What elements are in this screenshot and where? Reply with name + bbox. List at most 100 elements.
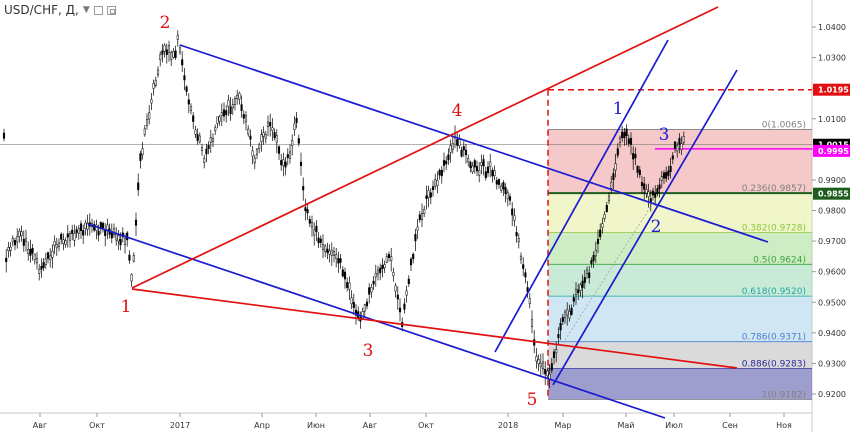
candle-body [616, 148, 619, 156]
candle-body [101, 223, 105, 229]
y-tick-label: 1.0400 [818, 23, 846, 32]
candle-body [167, 45, 171, 53]
x-tick-label: Мар [555, 421, 572, 430]
y-tick-label: 1.0100 [818, 115, 846, 124]
candle-body [192, 115, 195, 122]
candle-body [438, 170, 441, 176]
fib-level-label: 0.236(0.9857) [742, 184, 806, 194]
y-tick-label: 0.9300 [818, 359, 846, 368]
blue-channel-right-line [552, 69, 738, 386]
red-lower-trend-line [131, 288, 738, 369]
candle-body [372, 280, 375, 285]
chevron-down-icon[interactable]: ▼ [82, 5, 90, 15]
candle-body [222, 109, 226, 117]
candle-body [504, 187, 507, 195]
maximize-square-icon[interactable] [106, 5, 116, 15]
candle-body [306, 209, 309, 214]
candle-body [539, 363, 542, 368]
candle-body [84, 222, 87, 229]
candle-body [194, 129, 197, 135]
candle-body [31, 247, 34, 254]
candle-body [24, 238, 28, 242]
candle-body [469, 161, 472, 168]
candle-body [434, 179, 437, 187]
candle-body [66, 233, 69, 238]
x-tick-label: Окт [89, 421, 105, 430]
candle-body [273, 132, 276, 139]
candle-body [82, 230, 85, 236]
candle-body [363, 304, 366, 312]
candle-body [156, 69, 160, 76]
candle-body [566, 309, 569, 316]
candle-body [117, 235, 120, 242]
candle-body [165, 49, 168, 55]
candle-body [572, 297, 575, 302]
candle-body [57, 242, 61, 247]
candle-body [183, 75, 186, 81]
y-tick-label: 0.9900 [818, 176, 846, 185]
candle-body [302, 186, 305, 191]
settings-square-icon[interactable] [93, 5, 103, 15]
candle-body [555, 349, 558, 354]
candle-body [326, 248, 329, 253]
candle-body [264, 133, 267, 139]
candle-body [348, 282, 351, 290]
candle-body [244, 115, 248, 123]
candle-body [319, 238, 322, 243]
candle-body [524, 272, 527, 278]
candle-body [185, 86, 188, 92]
candle-body [148, 112, 151, 120]
candle-body [500, 185, 503, 191]
candle-body [623, 132, 626, 139]
candle-body [313, 229, 316, 236]
candle-body [321, 243, 325, 251]
candle-body [328, 250, 331, 255]
candle-body [581, 280, 584, 288]
candle-body [640, 182, 644, 187]
candle-body [605, 204, 608, 212]
price-label-text: 1.0195 [818, 86, 849, 95]
candle-body [46, 252, 50, 259]
candle-body [280, 160, 283, 166]
y-tick-label: 0.9400 [818, 329, 846, 338]
candle-body [330, 249, 333, 256]
candle-body [132, 255, 135, 262]
candle-body [627, 138, 630, 144]
candle-body [513, 215, 516, 221]
blue-channel-left-line [494, 39, 669, 353]
candle-body [154, 79, 157, 86]
candle-body [247, 128, 250, 135]
candle-body [654, 193, 657, 198]
candle-body [225, 110, 228, 116]
blue-upper-channel-line [179, 44, 769, 243]
candle-body [79, 223, 83, 231]
candle-body [2, 132, 6, 139]
candle-body [172, 51, 175, 58]
candle-body [458, 139, 461, 147]
candle-body [599, 229, 602, 238]
x-tick-label: Авг [363, 421, 377, 430]
candle-body [282, 159, 285, 166]
candle-body [350, 297, 353, 305]
candle-body [398, 307, 402, 313]
symbol-title[interactable]: USD/CHF, Д, [4, 3, 79, 17]
x-tick-label: Май [617, 421, 634, 430]
candle-body [240, 104, 243, 111]
candle-body [68, 233, 72, 241]
candle-body [574, 288, 578, 295]
candle-body [570, 307, 573, 315]
candle-body [275, 135, 278, 143]
y-tick-label: 0.9500 [818, 298, 846, 307]
candle-body [335, 254, 338, 259]
wave-label: 5 [527, 390, 538, 410]
candle-body [585, 269, 589, 274]
price-label-box [813, 144, 850, 157]
x-tick-label: Окт [418, 421, 434, 430]
x-tick-label: Июл [665, 421, 683, 430]
candle-body [515, 232, 518, 237]
candle-body [662, 172, 666, 179]
fib-zone [548, 341, 812, 369]
candle-body [493, 170, 496, 177]
candle-body [62, 239, 65, 244]
